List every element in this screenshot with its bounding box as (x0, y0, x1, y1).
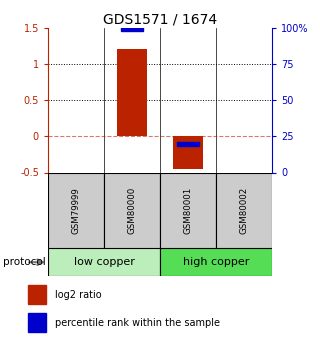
Text: GSM80002: GSM80002 (239, 187, 249, 234)
Title: GDS1571 / 1674: GDS1571 / 1674 (103, 12, 217, 27)
Text: percentile rank within the sample: percentile rank within the sample (55, 317, 220, 327)
Bar (172, 136, 204, 169)
Bar (121, 27, 143, 31)
Text: log2 ratio: log2 ratio (55, 290, 101, 300)
Text: GSM79999: GSM79999 (71, 187, 81, 234)
Text: GSM80001: GSM80001 (183, 187, 193, 234)
Text: GSM80000: GSM80000 (127, 187, 137, 234)
Bar (28, 313, 46, 332)
FancyBboxPatch shape (160, 172, 216, 248)
Bar (177, 141, 199, 146)
FancyBboxPatch shape (48, 248, 160, 276)
FancyBboxPatch shape (48, 172, 104, 248)
Text: protocol: protocol (3, 257, 46, 267)
FancyBboxPatch shape (104, 172, 160, 248)
FancyBboxPatch shape (216, 172, 272, 248)
Text: low copper: low copper (74, 257, 134, 267)
FancyBboxPatch shape (160, 248, 272, 276)
Bar (116, 49, 148, 136)
Bar (28, 285, 46, 304)
Text: high copper: high copper (183, 257, 249, 267)
